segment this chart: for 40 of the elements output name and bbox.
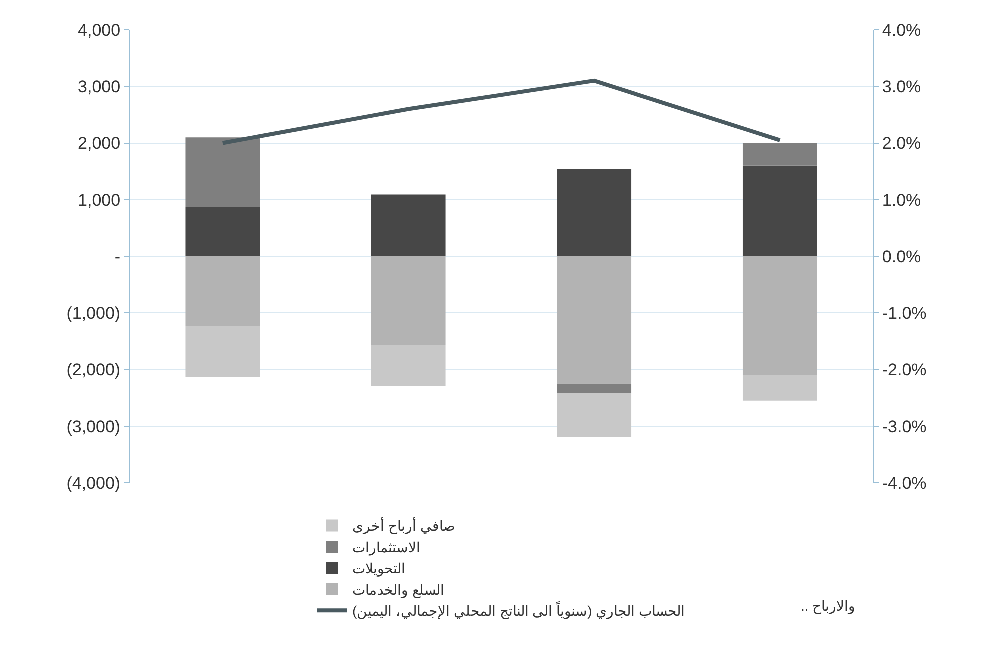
y-tick-label: 4,000 [78,20,121,40]
legend-label: الاستثمارات [352,539,420,556]
bar [371,345,446,386]
y2-tick-label: 1.0% [882,190,922,210]
y-tick-label: (4,000) [66,474,121,493]
bar [557,394,632,438]
bar [371,194,446,256]
legend-label: السلع والخدمات [352,582,444,599]
y-tick-label: (2,000) [66,360,121,380]
y-tick-label: - [114,247,121,266]
y-tick-label: 1,000 [78,190,121,210]
bar [186,326,260,378]
y2-tick-label: -4.0% [882,474,927,493]
bar [742,256,818,376]
y-tick-label: (1,000) [66,304,121,324]
y2-tick-label: 3.0% [882,78,922,97]
bar [186,207,260,256]
y2-tick-label: 4.0% [882,20,922,40]
y2-tick-label: -3.0% [882,417,927,436]
bar [742,143,818,166]
legend-label: الحساب الجاري (سنوياً الى الناتج المحلي الإجمالي، اليمين) [352,601,686,620]
bar [742,166,818,256]
y2-tick-label: -1.0% [882,304,927,324]
bar [557,384,632,394]
y-tick-label: 2,000 [78,134,121,154]
bar [742,375,818,401]
legend-label: صافي أرباح أخرى [352,516,456,536]
y2-tick-label: -2.0% [882,360,927,380]
bar [557,169,632,256]
y2-tick-label: 2.0% [882,134,922,154]
bar [557,256,632,384]
y-tick-label: 3,000 [78,78,121,97]
bar [186,138,260,208]
line-series [220,78,782,146]
legend-label: التحويلات [352,560,406,578]
y-tick-label: (3,000) [66,417,121,436]
text: .. والارباح [801,598,856,615]
bar [186,256,260,326]
y2-tick-label: 0.0% [882,247,922,266]
bar [371,256,446,346]
